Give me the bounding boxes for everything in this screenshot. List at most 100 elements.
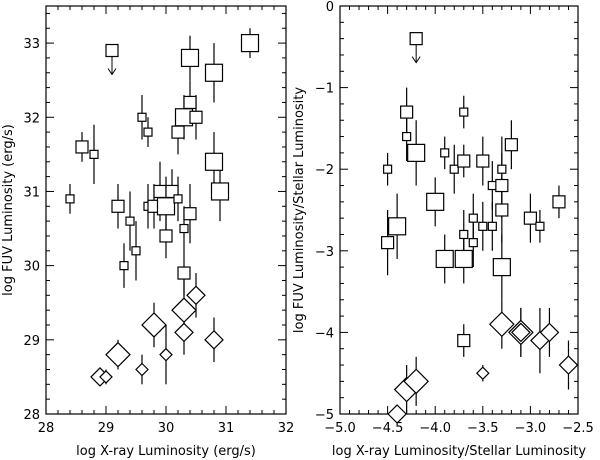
right-square-marker (504, 138, 518, 152)
left-square-marker (75, 140, 89, 154)
left-square-marker (179, 223, 189, 234)
right-x-axis-title: log X-ray Luminosity/Stellar Luminosity (332, 444, 587, 459)
left-square-marker (156, 197, 176, 216)
left-y-tick-label: 32 (23, 111, 40, 126)
right-square-marker (468, 238, 478, 248)
right-y-tick-label: −4 (315, 326, 334, 341)
left-diamond-marker (186, 285, 206, 306)
right-y-axis-title: log FUV Luminosity/Stellar Luminosity (292, 87, 307, 333)
left-square-marker (131, 246, 141, 256)
left-panel: log X-ray Luminosity (erg/s) log FUV Lum… (1, 5, 294, 459)
right-square-marker (381, 236, 395, 250)
right-square-marker (459, 107, 469, 117)
left-ticks: 28 29 30 31 32 28 29 30 31 32 33 (23, 6, 294, 436)
right-square-marker (468, 213, 478, 223)
left-square-marker (204, 152, 224, 171)
right-y-tick-label: −2 (315, 163, 334, 178)
right-diamond-marker (539, 322, 560, 343)
left-diamond-marker (141, 312, 167, 338)
right-square-marker (478, 221, 488, 231)
right-square-marker (492, 258, 511, 277)
right-x-tick-label: −3.0 (515, 421, 547, 436)
left-square-marker (119, 261, 129, 271)
left-x-tick-label: 32 (278, 421, 295, 436)
right-square-marker (487, 180, 497, 191)
right-square-marker (487, 221, 497, 231)
right-square-marker (400, 105, 414, 119)
right-error-bars (387, 44, 570, 423)
right-square-marker (459, 229, 469, 240)
left-square-marker (210, 182, 230, 201)
right-square-marker (535, 221, 545, 231)
right-square-marker (523, 211, 538, 225)
left-square-marker (125, 216, 135, 226)
left-x-tick-label: 28 (38, 421, 55, 436)
right-diamond-marker (475, 366, 490, 381)
left-markers (65, 33, 260, 387)
left-square-marker (180, 48, 200, 68)
right-diamond-marker (403, 368, 430, 395)
right-y-tick-label: 0 (326, 0, 334, 15)
left-y-axis-title: log FUV Luminosity (erg/s) (1, 124, 16, 296)
left-x-axis-title: log X-ray Luminosity (erg/s) (76, 444, 256, 459)
left-y-tick-label: 31 (23, 185, 40, 200)
right-square-marker (454, 249, 473, 269)
right-square-marker (476, 154, 490, 168)
left-x-tick-label: 31 (218, 421, 235, 436)
right-diamond-marker (511, 322, 531, 343)
left-square-marker (189, 110, 203, 124)
right-ticks: −5.0 −4.5 −4.0 −3.5 −3.0 −2.5 −5 −4 −3 −2 −1 0 (315, 0, 594, 436)
right-panel: log X-ray Luminosity/Stellar Luminosity … (292, 0, 594, 459)
right-square-marker (402, 131, 412, 142)
left-diamond-marker (105, 341, 131, 368)
left-square-marker (183, 207, 197, 221)
left-square-marker (177, 266, 191, 280)
right-square-marker (552, 195, 566, 209)
left-x-tick-label: 30 (158, 421, 175, 436)
right-x-tick-label: −5.0 (324, 421, 356, 436)
right-square-marker (495, 178, 509, 193)
right-y-tick-label: −5 (315, 408, 334, 423)
left-square-marker (204, 63, 224, 82)
right-square-marker (388, 217, 407, 236)
right-square-marker (426, 192, 445, 211)
left-square-marker (65, 194, 75, 204)
right-markers (381, 32, 579, 424)
left-x-tick-label: 29 (98, 421, 115, 436)
left-square-marker (183, 95, 197, 110)
right-square-marker (457, 333, 471, 348)
left-square-marker (105, 43, 119, 58)
left-diamond-marker (174, 322, 194, 343)
right-square-marker (435, 249, 454, 269)
right-diamond-marker (488, 311, 515, 338)
left-diamond-marker (159, 347, 173, 362)
left-diamond-marker (135, 362, 149, 377)
right-square-marker (409, 32, 423, 46)
left-upper-limit-arrowhead (107, 68, 117, 76)
left-diamond-marker (171, 297, 197, 323)
left-square-marker (143, 127, 153, 137)
left-square-marker (159, 229, 173, 243)
right-diamond-marker (558, 355, 579, 375)
right-x-tick-label: −4.0 (419, 421, 451, 436)
left-y-tick-label: 28 (23, 408, 40, 423)
right-diamond-marker (387, 404, 407, 424)
left-y-tick-label: 30 (23, 260, 40, 275)
left-diamond-marker (99, 370, 113, 384)
left-square-marker (137, 112, 147, 122)
left-y-tick-label: 33 (23, 37, 40, 52)
right-plot-frame (339, 5, 579, 415)
right-upper-limit-arrowhead (411, 56, 421, 64)
right-x-tick-label: −4.5 (372, 421, 404, 436)
right-square-marker (495, 203, 509, 217)
right-square-marker (440, 148, 450, 158)
left-square-marker (173, 194, 183, 204)
right-square-marker (457, 154, 471, 168)
right-y-tick-label: −3 (315, 245, 334, 260)
right-y-tick-label: −1 (315, 82, 334, 97)
left-square-marker (240, 33, 260, 53)
left-y-tick-label: 29 (23, 334, 40, 349)
left-square-marker (89, 149, 99, 159)
right-square-marker (383, 164, 393, 174)
